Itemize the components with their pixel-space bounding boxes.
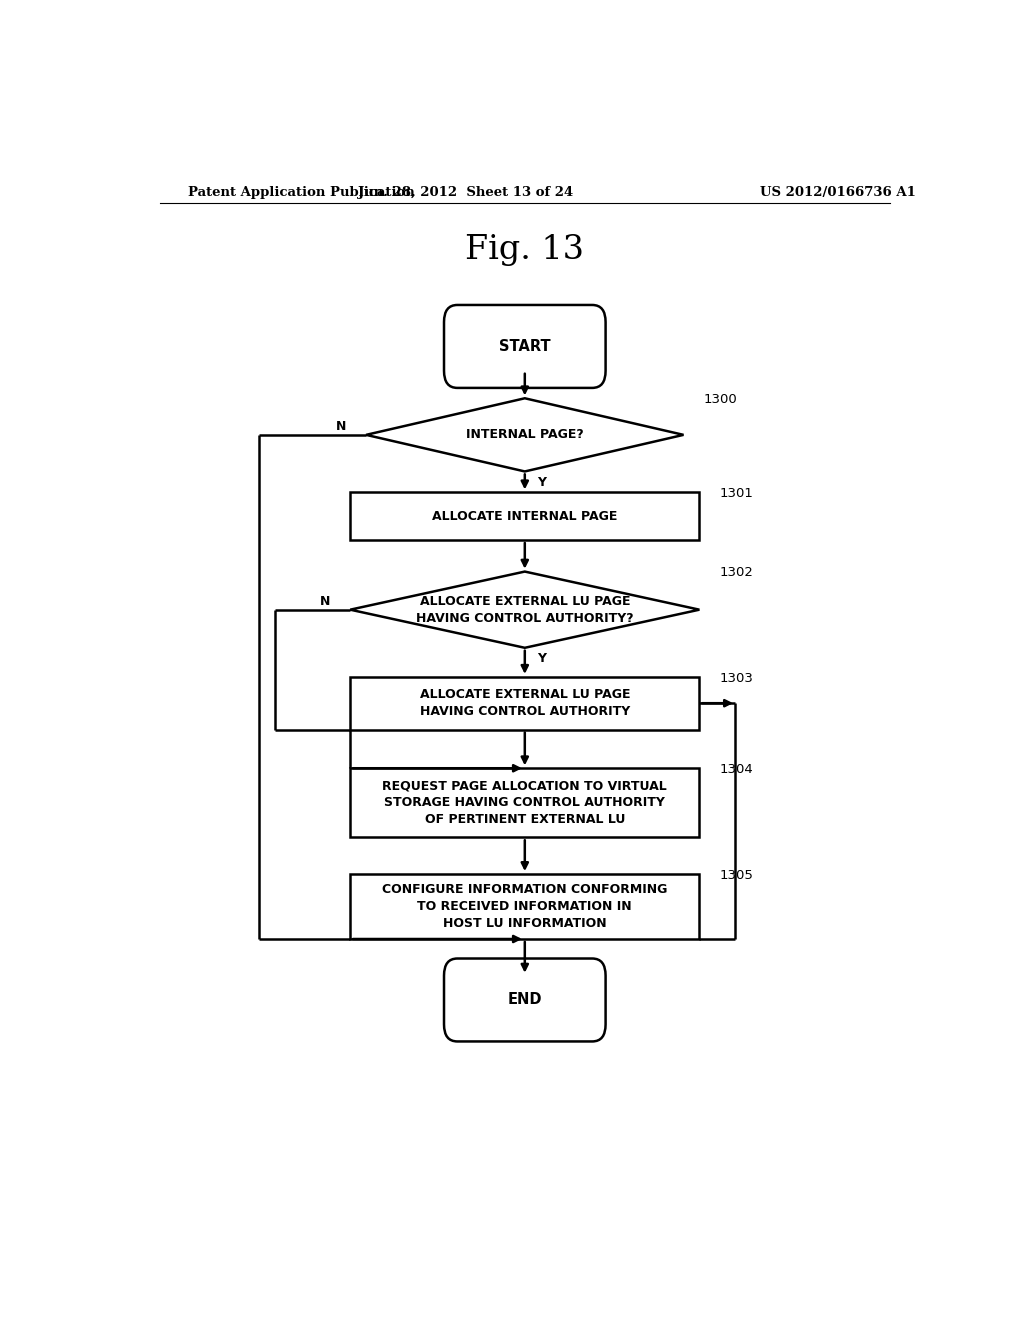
- Text: Y: Y: [537, 652, 546, 665]
- Text: INTERNAL PAGE?: INTERNAL PAGE?: [466, 429, 584, 441]
- FancyBboxPatch shape: [444, 305, 605, 388]
- Text: Patent Application Publication: Patent Application Publication: [187, 186, 415, 199]
- Text: Fig. 13: Fig. 13: [465, 234, 585, 265]
- Text: 1302: 1302: [719, 566, 753, 579]
- Text: Jun. 28, 2012  Sheet 13 of 24: Jun. 28, 2012 Sheet 13 of 24: [357, 186, 572, 199]
- Bar: [350, 492, 699, 540]
- FancyBboxPatch shape: [444, 958, 605, 1041]
- Text: 1300: 1300: [703, 393, 737, 407]
- Text: ALLOCATE INTERNAL PAGE: ALLOCATE INTERNAL PAGE: [432, 510, 617, 523]
- Text: START: START: [499, 339, 551, 354]
- Text: 1301: 1301: [719, 487, 753, 500]
- Text: N: N: [319, 595, 331, 609]
- Polygon shape: [350, 572, 699, 648]
- Bar: [350, 677, 699, 730]
- Text: 1304: 1304: [719, 763, 753, 776]
- Text: 1303: 1303: [719, 672, 753, 685]
- Text: ALLOCATE EXTERNAL LU PAGE
HAVING CONTROL AUTHORITY: ALLOCATE EXTERNAL LU PAGE HAVING CONTROL…: [420, 688, 630, 718]
- Text: N: N: [336, 420, 346, 433]
- Text: ALLOCATE EXTERNAL LU PAGE
HAVING CONTROL AUTHORITY?: ALLOCATE EXTERNAL LU PAGE HAVING CONTROL…: [416, 595, 634, 624]
- Text: 1305: 1305: [719, 869, 753, 882]
- Text: CONFIGURE INFORMATION CONFORMING
TO RECEIVED INFORMATION IN
HOST LU INFORMATION: CONFIGURE INFORMATION CONFORMING TO RECE…: [382, 883, 668, 931]
- Polygon shape: [367, 399, 684, 471]
- Bar: [350, 874, 699, 939]
- Text: US 2012/0166736 A1: US 2012/0166736 A1: [761, 186, 916, 199]
- Text: REQUEST PAGE ALLOCATION TO VIRTUAL
STORAGE HAVING CONTROL AUTHORITY
OF PERTINENT: REQUEST PAGE ALLOCATION TO VIRTUAL STORA…: [382, 779, 668, 826]
- Text: Y: Y: [537, 475, 546, 488]
- Bar: [350, 768, 699, 837]
- Text: END: END: [508, 993, 542, 1007]
